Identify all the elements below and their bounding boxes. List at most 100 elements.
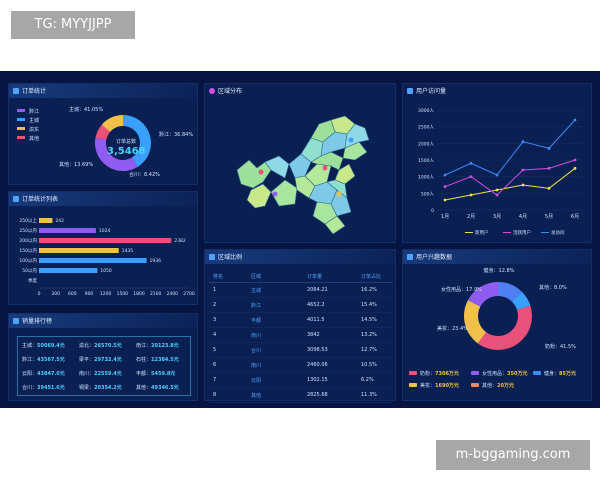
legend-label: 奶粉： bbox=[420, 371, 436, 377]
sales-amount: 20123.8元 bbox=[151, 343, 179, 349]
bar[interactable] bbox=[39, 218, 53, 223]
bar-category-label: 250以上 bbox=[19, 217, 37, 224]
data-point[interactable] bbox=[547, 186, 551, 190]
legend-label: 其他： bbox=[482, 383, 498, 389]
table-cell: 15.4% bbox=[361, 302, 377, 308]
table-cell: 3098.53 bbox=[307, 347, 328, 353]
data-point[interactable] bbox=[521, 183, 525, 187]
map-pin-icon bbox=[209, 88, 215, 94]
table-header: 排名 区域 订单量 订单占比 bbox=[209, 270, 393, 283]
data-point[interactable] bbox=[443, 185, 447, 189]
data-point[interactable] bbox=[573, 166, 577, 170]
table-row[interactable]: 2 黔江 4652.2 15.4% bbox=[209, 298, 393, 313]
order-slice-label: 黔江：36.84% bbox=[159, 131, 193, 138]
pref-legend-item: 美妆：1690万元 bbox=[409, 382, 459, 389]
user-trend-title: 用户访问量 bbox=[416, 88, 447, 95]
legend-swatch bbox=[17, 118, 25, 121]
data-point[interactable] bbox=[547, 146, 551, 150]
x-tick-label: 0 bbox=[38, 291, 41, 297]
pref-slice-label: 女性用品：17.9% bbox=[441, 286, 482, 293]
x-tick-label: 1月 bbox=[441, 214, 449, 220]
order-legend-item: 渝东 bbox=[17, 126, 39, 135]
order-slice[interactable] bbox=[101, 115, 123, 132]
order-slice[interactable] bbox=[95, 124, 111, 140]
x-tick-label: 2月 bbox=[467, 214, 475, 220]
bar-category-label: 250以内 bbox=[19, 227, 37, 234]
table-row[interactable]: 4 南川 3842 13.2% bbox=[209, 328, 393, 343]
table-cell: 其他 bbox=[251, 393, 262, 399]
data-point[interactable] bbox=[495, 173, 499, 177]
sales-region: 渝北： bbox=[79, 343, 95, 349]
table-cell: 4011.5 bbox=[307, 317, 325, 323]
sales-region: 铜梁： bbox=[79, 385, 95, 391]
data-point[interactable] bbox=[443, 198, 447, 202]
data-point[interactable] bbox=[573, 118, 577, 122]
pref-slice[interactable] bbox=[512, 291, 531, 310]
data-point[interactable] bbox=[495, 188, 499, 192]
region-table: 排名 区域 订单量 订单占比 1 主城 2064.21 16.2% 2 黔江 4652.2 15.4%… bbox=[209, 270, 393, 403]
data-point[interactable] bbox=[443, 173, 447, 177]
data-point[interactable] bbox=[573, 158, 577, 162]
bar[interactable] bbox=[39, 238, 172, 243]
bar[interactable] bbox=[39, 248, 119, 253]
table-row[interactable]: 7 云阳 1302.15 6.2% bbox=[209, 373, 393, 388]
pref-slice-label: 健身：12.8% bbox=[484, 267, 515, 274]
sales-amount: 12384.5元 bbox=[151, 357, 179, 363]
legend-label: 美妆： bbox=[420, 383, 436, 389]
sales-amount: 39451.6元 bbox=[37, 385, 65, 391]
y-tick-label: 1000人 bbox=[418, 175, 434, 181]
table-cell: 8 bbox=[213, 392, 217, 398]
order-legend-item: 主城 bbox=[17, 117, 39, 126]
data-point[interactable] bbox=[469, 161, 473, 165]
table-row[interactable]: 3 丰都 4011.5 14.5% bbox=[209, 313, 393, 328]
table-cell: 6 bbox=[213, 362, 217, 368]
y-tick-label: 2500人 bbox=[418, 125, 434, 131]
watermark-bottom: m-bggaming.com bbox=[436, 440, 590, 470]
data-point[interactable] bbox=[547, 166, 551, 170]
order-donut: 主城：41.05% 黔江：36.84% 合川：8.42% 其他：13.69% bbox=[59, 106, 193, 178]
table-row[interactable]: 8 其他 2825.68 11.3% bbox=[209, 388, 393, 403]
pref-slice[interactable] bbox=[467, 282, 498, 307]
table-cell: 16.2% bbox=[361, 287, 377, 293]
pref-slice[interactable] bbox=[498, 282, 522, 302]
order-slice[interactable] bbox=[123, 115, 152, 167]
sales-region: 合川： bbox=[22, 385, 38, 391]
x-tick-label: 900 bbox=[85, 291, 94, 297]
sales-region: 其他： bbox=[136, 385, 152, 391]
map-shape bbox=[236, 115, 370, 235]
user-trend-chart: 0 500人 1000人 1500人 2000人 2500人 3000人 1月 2月 3月 4月 5月… bbox=[418, 108, 583, 236]
table-row[interactable]: 6 南川 2460.06 10.5% bbox=[209, 358, 393, 373]
table-cell: 14.5% bbox=[361, 317, 377, 323]
data-point[interactable] bbox=[521, 168, 525, 172]
order-slice-label: 合川：8.42% bbox=[129, 171, 160, 178]
sales-amount: 43567.5元 bbox=[37, 357, 65, 363]
pref-slice[interactable] bbox=[464, 300, 487, 344]
table-cell: 丰都 bbox=[251, 318, 262, 324]
table-cell: 10.5% bbox=[361, 362, 377, 368]
legend-swatch bbox=[471, 383, 479, 387]
bar[interactable] bbox=[39, 258, 147, 263]
table-row[interactable]: 1 主城 2064.21 16.2% bbox=[209, 283, 393, 298]
bar-category-label: 季度 bbox=[28, 277, 37, 284]
table-row[interactable]: 5 合川 3098.53 12.7% bbox=[209, 343, 393, 358]
x-tick-label: 6月 bbox=[571, 214, 579, 220]
pref-slice[interactable] bbox=[477, 305, 532, 350]
legend-value: 20万元 bbox=[497, 383, 514, 389]
user-trend-panel: 用户访问量 0 500人 1000人 1500人 2000人 2500人 3000人 1月 2月… bbox=[402, 83, 592, 243]
legend-value: 7306万元 bbox=[435, 371, 459, 377]
legend-label: 其他 bbox=[29, 136, 40, 142]
table-cell: 4 bbox=[213, 332, 217, 338]
data-point[interactable] bbox=[521, 140, 525, 144]
legend-label: 健身： bbox=[544, 371, 560, 377]
sales-rank-item: 梁平：29732.4元 bbox=[79, 356, 122, 363]
table-cell: 2064.21 bbox=[307, 287, 328, 293]
data-point[interactable] bbox=[469, 193, 473, 197]
region-map[interactable] bbox=[205, 98, 397, 244]
region-table-title: 区域比例 bbox=[218, 254, 243, 261]
bar[interactable] bbox=[39, 268, 98, 273]
data-point[interactable] bbox=[469, 175, 473, 179]
data-point[interactable] bbox=[495, 193, 499, 197]
bar[interactable] bbox=[39, 228, 96, 233]
order-slice[interactable] bbox=[95, 137, 138, 172]
sales-rank-item: 合川：39451.6元 bbox=[22, 384, 65, 391]
